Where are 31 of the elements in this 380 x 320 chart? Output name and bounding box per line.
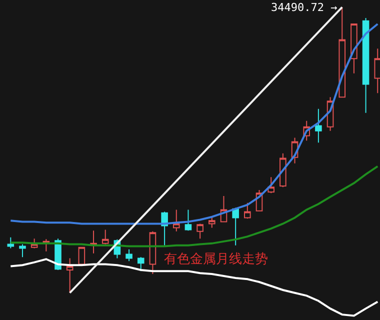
candlestick [338, 6, 346, 98]
candlestick [303, 120, 310, 142]
candlestick [126, 248, 132, 262]
candlestick [256, 190, 263, 212]
candlestick [30, 238, 38, 249]
candlestick [90, 230, 97, 254]
candlestick [196, 223, 204, 240]
candlestick [42, 238, 50, 252]
candlestick [232, 208, 239, 246]
candlestick [137, 256, 144, 272]
candlestick [244, 202, 251, 220]
candlestick [184, 209, 192, 232]
candlestick [291, 137, 298, 164]
candlestick [220, 196, 228, 222]
candlestick [149, 230, 156, 274]
candlestick [315, 108, 322, 144]
annotation: 有色金属月线走势 [164, 252, 268, 267]
annotation: 34490.72 → [271, 1, 338, 14]
candlestick [362, 18, 370, 114]
candlestick [268, 176, 274, 194]
candlestick [102, 229, 109, 245]
candlestick [208, 216, 216, 228]
candlestick [78, 246, 86, 265]
candlestick [172, 209, 180, 232]
candlestick [350, 24, 358, 74]
candlestick [280, 152, 286, 188]
candlestick [19, 244, 26, 258]
candlestick [66, 258, 74, 294]
candlestick [374, 48, 380, 94]
candlestick [326, 96, 334, 132]
candlestick [7, 236, 14, 249]
